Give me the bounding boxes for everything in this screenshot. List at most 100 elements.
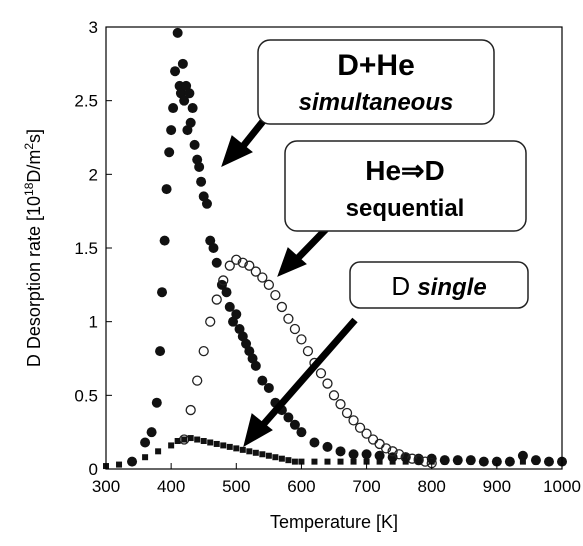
data-point xyxy=(413,455,424,466)
data-point xyxy=(129,458,136,465)
data-point xyxy=(187,435,194,442)
annotation-single: D single xyxy=(349,261,529,309)
x-axis-ticks: 300 400 500 600 700 800 900 1000 xyxy=(92,463,581,496)
data-point xyxy=(207,439,214,446)
data-point xyxy=(532,458,539,465)
data-point xyxy=(239,446,246,453)
data-point xyxy=(341,407,353,419)
data-point xyxy=(213,440,220,447)
series-filled-square xyxy=(103,435,565,470)
y-axis-label-main: D Desorption rate [10 xyxy=(24,196,44,367)
data-point xyxy=(224,260,235,271)
annotation-single-word: single xyxy=(417,274,486,301)
annotation-simultaneous-line1: D+He xyxy=(337,49,415,82)
data-point xyxy=(224,301,235,312)
data-point xyxy=(441,458,448,465)
data-point xyxy=(201,198,212,209)
data-point xyxy=(324,458,331,465)
data-point xyxy=(189,139,200,150)
data-point xyxy=(174,438,181,445)
data-point xyxy=(237,257,248,268)
data-point xyxy=(196,176,207,187)
data-point xyxy=(361,428,372,439)
data-point xyxy=(205,316,216,327)
data-point xyxy=(283,313,294,324)
data-point xyxy=(354,422,366,433)
data-point xyxy=(335,446,346,457)
data-point xyxy=(467,458,474,465)
data-point xyxy=(285,457,292,464)
data-point xyxy=(211,257,222,268)
data-point xyxy=(151,397,162,408)
data-point xyxy=(322,441,333,452)
data-point xyxy=(250,266,261,277)
data-point xyxy=(226,443,233,450)
data-point xyxy=(116,461,123,468)
data-point xyxy=(192,375,203,386)
data-point xyxy=(270,289,281,301)
y-tick-label: 3 xyxy=(89,18,98,37)
data-point xyxy=(302,345,314,357)
data-point xyxy=(200,438,207,445)
data-point xyxy=(506,458,513,465)
data-point xyxy=(231,254,242,265)
arrow-sequential-head xyxy=(277,247,307,277)
y-axis-label-rest: D/m xyxy=(24,150,44,183)
data-point xyxy=(170,66,181,77)
data-point xyxy=(208,243,219,253)
x-tick-label: 900 xyxy=(483,477,511,496)
data-point xyxy=(363,458,370,465)
data-point xyxy=(181,436,188,443)
data-point xyxy=(198,345,209,357)
data-point xyxy=(291,458,298,465)
y-tick-label: 0.5 xyxy=(74,386,98,405)
data-point xyxy=(263,279,275,290)
data-point xyxy=(328,390,340,401)
data-point xyxy=(250,360,261,371)
data-point xyxy=(309,437,320,448)
data-point xyxy=(322,378,333,389)
arrow-single-head xyxy=(243,413,273,448)
data-point xyxy=(164,147,175,158)
data-point xyxy=(296,334,307,345)
data-point xyxy=(376,458,383,465)
x-tick-label: 1000 xyxy=(543,477,581,496)
data-point xyxy=(374,438,385,450)
data-point xyxy=(361,449,372,460)
data-point xyxy=(315,368,327,379)
data-point xyxy=(246,448,253,455)
data-point xyxy=(185,404,196,416)
annotation-single-text: D single xyxy=(391,271,486,301)
y-axis-label-sup: 18 xyxy=(22,182,36,196)
data-point xyxy=(244,260,255,271)
y-axis-ticks: 0 0.5 1 1.5 2 2.5 3 xyxy=(74,18,112,479)
data-point xyxy=(220,442,227,449)
data-point xyxy=(493,458,500,465)
data-point xyxy=(296,427,307,438)
y-tick-label: 1.5 xyxy=(74,239,98,258)
data-point xyxy=(283,412,294,423)
data-point xyxy=(159,235,170,246)
data-point xyxy=(519,458,526,465)
data-point xyxy=(272,454,279,461)
data-point xyxy=(389,458,396,465)
x-tick-label: 300 xyxy=(92,477,120,496)
x-tick-label: 400 xyxy=(157,477,185,496)
data-point xyxy=(184,88,195,99)
annotation-simultaneous-line2: simultaneous xyxy=(299,89,454,116)
data-point xyxy=(221,287,232,298)
y-tick-label: 2 xyxy=(89,165,98,184)
data-point xyxy=(140,437,151,448)
y-axis-label: D Desorption rate [1018D/m2s] xyxy=(22,129,44,367)
arrow-single-shaft xyxy=(259,317,358,429)
annotation-sequential-line1: He⇒D xyxy=(365,155,444,186)
data-point xyxy=(233,445,240,452)
data-point xyxy=(187,103,198,114)
data-point xyxy=(179,95,190,106)
data-point xyxy=(218,275,229,286)
data-point xyxy=(367,434,379,445)
data-point xyxy=(168,103,179,114)
data-point xyxy=(231,309,242,320)
x-tick-label: 700 xyxy=(352,477,380,496)
data-point xyxy=(166,125,177,136)
